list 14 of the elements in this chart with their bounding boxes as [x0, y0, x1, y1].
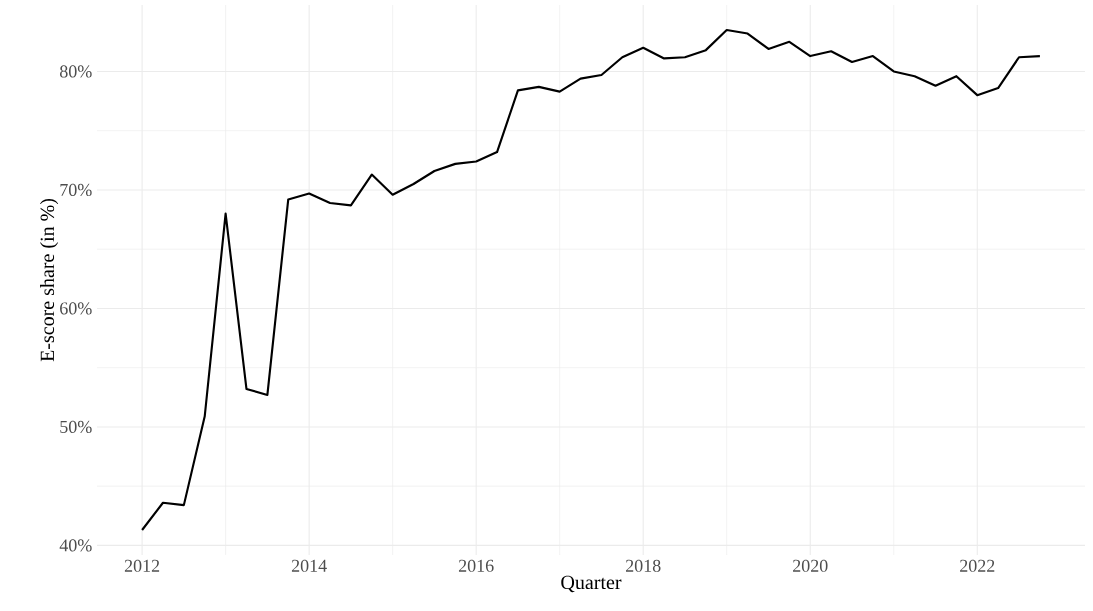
- x-tick-label: 2018: [626, 559, 661, 572]
- x-tick-label: 2012: [124, 559, 160, 572]
- x-tick-label: 2016: [458, 559, 494, 572]
- line-series: [141, 28, 1041, 532]
- y-tick-label: 70%: [60, 183, 92, 197]
- x-tick-label: 2020: [793, 559, 828, 572]
- y-tick-label: 40%: [59, 539, 92, 552]
- x-tick-label: 2022: [960, 559, 995, 572]
- y-axis-title: E-score share (in %): [40, 198, 59, 362]
- y-tick-label: 60%: [60, 302, 92, 315]
- x-tick-label: 2014: [291, 559, 327, 572]
- x-axis-title: Quarter: [561, 575, 622, 593]
- y-tick-label: 80%: [59, 65, 92, 78]
- y-tick-label: 50%: [60, 420, 92, 434]
